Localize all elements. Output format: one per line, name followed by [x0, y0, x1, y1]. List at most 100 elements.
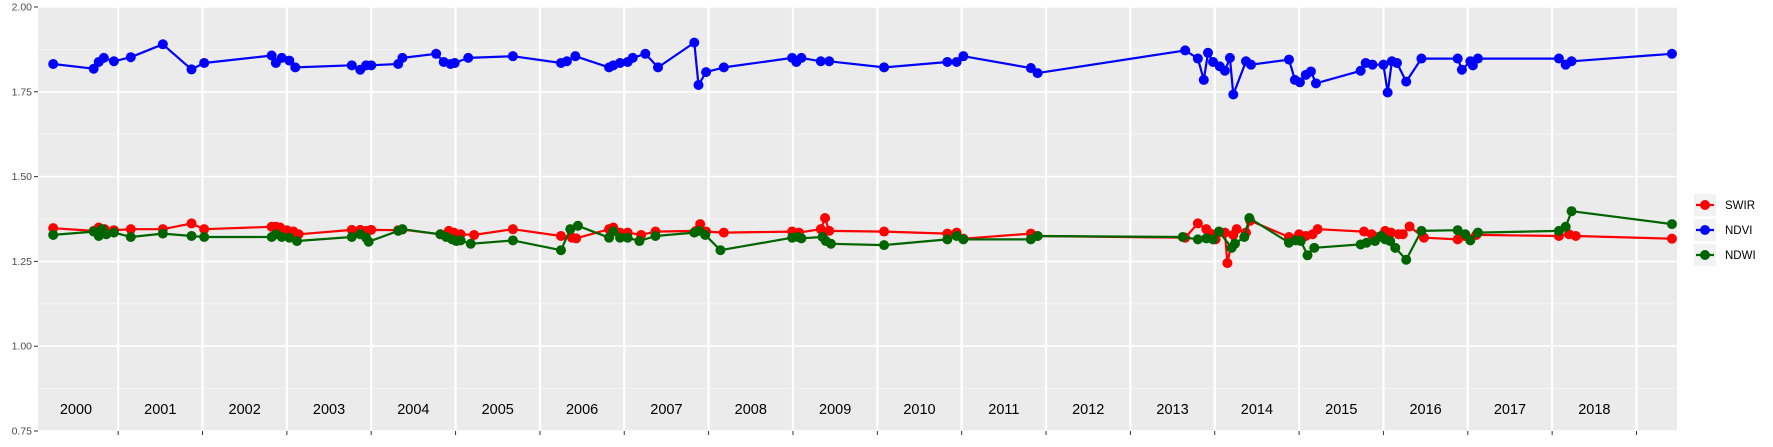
- data-point: [555, 245, 566, 256]
- year-label: 2004: [397, 402, 429, 418]
- data-point: [1382, 87, 1393, 98]
- data-point: [346, 231, 357, 242]
- data-point: [1032, 68, 1043, 79]
- data-point: [125, 52, 136, 63]
- year-label: 2012: [1072, 402, 1104, 418]
- year-label: 2015: [1325, 402, 1357, 418]
- data-point: [820, 212, 831, 223]
- data-point: [815, 56, 826, 67]
- data-point: [1390, 242, 1401, 253]
- data-point: [125, 231, 136, 242]
- year-label: 2016: [1409, 402, 1441, 418]
- data-point: [951, 56, 962, 67]
- data-point: [1244, 212, 1255, 223]
- data-point: [1309, 242, 1320, 253]
- data-point: [1294, 77, 1305, 88]
- data-point: [1560, 221, 1571, 232]
- data-point: [942, 234, 953, 245]
- data-point: [650, 230, 661, 241]
- legend-label: NDVI: [1725, 225, 1752, 237]
- data-point: [157, 39, 168, 50]
- data-point: [397, 224, 408, 235]
- data-point: [186, 64, 197, 75]
- data-point: [449, 57, 460, 68]
- data-point: [1367, 59, 1378, 70]
- data-point: [796, 52, 807, 63]
- data-point: [98, 52, 109, 63]
- legend-label: SWIR: [1725, 200, 1755, 212]
- data-point: [1192, 218, 1203, 229]
- data-point: [1472, 53, 1483, 64]
- data-point: [1359, 226, 1370, 237]
- data-point: [48, 58, 59, 69]
- y-tick-label: 1.50: [12, 171, 33, 183]
- year-label: 2008: [735, 402, 767, 418]
- data-point: [640, 48, 651, 59]
- data-point: [701, 67, 712, 78]
- year-label: 2011: [988, 402, 1019, 418]
- data-point: [1391, 57, 1402, 68]
- data-point: [561, 56, 572, 67]
- data-point: [879, 226, 890, 237]
- data-point: [1472, 227, 1483, 238]
- data-point: [1378, 59, 1389, 70]
- year-label: 2005: [482, 402, 514, 418]
- data-point: [101, 229, 112, 240]
- data-point: [108, 227, 119, 238]
- data-point: [1566, 206, 1577, 217]
- data-point: [1666, 233, 1677, 244]
- y-tick-label: 1.75: [12, 86, 33, 98]
- data-point: [186, 218, 197, 229]
- data-point: [284, 232, 295, 243]
- data-point: [1208, 234, 1219, 245]
- data-point: [1452, 53, 1463, 64]
- data-point: [627, 52, 638, 63]
- y-tick-label: 2.00: [12, 2, 33, 14]
- data-point: [1361, 237, 1372, 248]
- data-point: [276, 231, 287, 242]
- data-point: [1213, 226, 1224, 237]
- data-point: [199, 57, 210, 68]
- data-point: [608, 226, 619, 237]
- data-point: [700, 229, 711, 240]
- data-point: [1222, 258, 1233, 269]
- data-point: [942, 56, 953, 67]
- data-point: [507, 51, 518, 62]
- year-label: 2017: [1494, 402, 1526, 418]
- data-point: [290, 62, 301, 73]
- data-point: [507, 235, 518, 246]
- legend-label: NDWI: [1725, 250, 1756, 262]
- data-point: [1416, 53, 1427, 64]
- data-point: [1456, 64, 1467, 75]
- data-point: [1192, 53, 1203, 64]
- data-point: [796, 233, 807, 244]
- data-point: [431, 48, 442, 59]
- data-point: [653, 62, 664, 73]
- data-point: [1192, 234, 1203, 245]
- data-point: [1246, 59, 1257, 70]
- data-point: [958, 51, 969, 62]
- data-point: [366, 60, 377, 71]
- data-point: [1570, 230, 1581, 241]
- legend: SWIR NDVI NDWI: [1694, 194, 1756, 266]
- data-point: [693, 80, 704, 91]
- data-point: [824, 225, 835, 236]
- data-point: [571, 233, 582, 244]
- data-point: [1219, 65, 1230, 76]
- data-point: [455, 235, 466, 246]
- year-label: 2006: [566, 402, 598, 418]
- data-point: [1295, 236, 1306, 247]
- data-point: [1404, 221, 1415, 232]
- data-point: [1177, 231, 1188, 242]
- y-tick-label: 1.25: [12, 256, 33, 268]
- data-point: [1401, 254, 1412, 265]
- data-point: [465, 238, 476, 249]
- data-point: [48, 229, 59, 240]
- data-point: [615, 232, 626, 243]
- legend-key-point: [1700, 250, 1710, 260]
- year-label: 2000: [60, 402, 92, 418]
- year-label: 2001: [144, 402, 176, 418]
- data-point: [266, 50, 277, 61]
- data-point: [570, 51, 581, 62]
- data-point: [1239, 231, 1250, 242]
